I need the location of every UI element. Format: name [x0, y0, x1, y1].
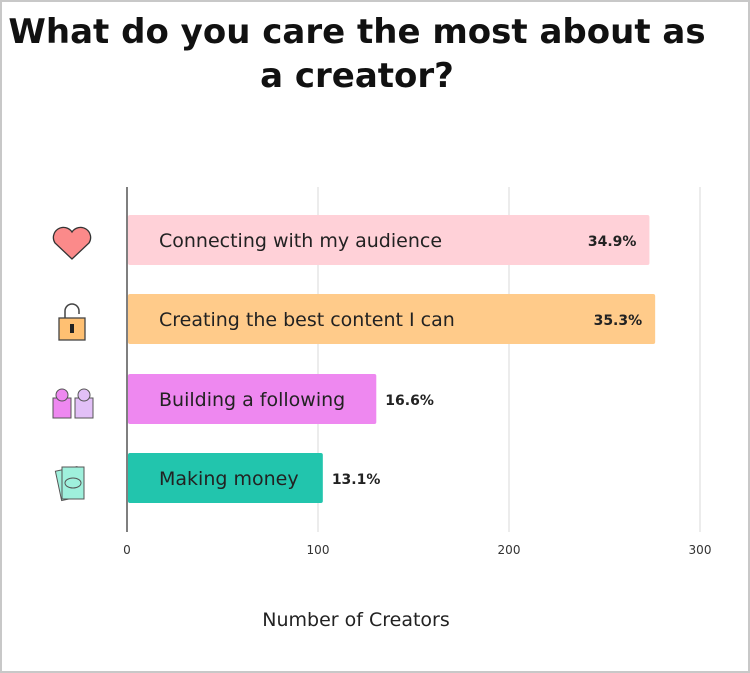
heart-icon	[52, 226, 92, 260]
person-head	[55, 388, 69, 402]
x-tick-label: 0	[123, 543, 131, 557]
bar-category-label: Creating the best content I can	[159, 309, 455, 331]
bar-data-label: 34.9%	[588, 234, 637, 250]
bar-category-label: Connecting with my audience	[159, 230, 442, 252]
keyhole	[70, 324, 74, 333]
person-head	[77, 388, 91, 402]
x-tick-label: 200	[498, 543, 521, 557]
bar	[128, 453, 323, 503]
bar-category-label: Making money	[159, 468, 299, 490]
bar-data-label: 35.3%	[594, 313, 643, 329]
heart-shape	[52, 226, 92, 260]
x-axis-label: Number of Creators	[262, 609, 450, 631]
unlocked-padlock-icon	[58, 303, 86, 341]
people-icon	[52, 388, 94, 419]
x-tick-label: 100	[307, 543, 330, 557]
bar-category-label: Building a following	[159, 389, 345, 411]
bill-oval	[64, 477, 82, 489]
money-icon	[54, 466, 85, 502]
bar-data-label: 13.1%	[332, 472, 381, 488]
bill-front	[61, 466, 85, 500]
bar	[128, 374, 377, 424]
bar	[128, 215, 650, 265]
bar	[128, 294, 656, 344]
chart-title: What do you care the most about as a cre…	[8, 12, 706, 96]
bar-data-label: 16.6%	[385, 393, 434, 409]
shackle	[64, 303, 80, 318]
x-tick-label: 300	[689, 543, 712, 557]
